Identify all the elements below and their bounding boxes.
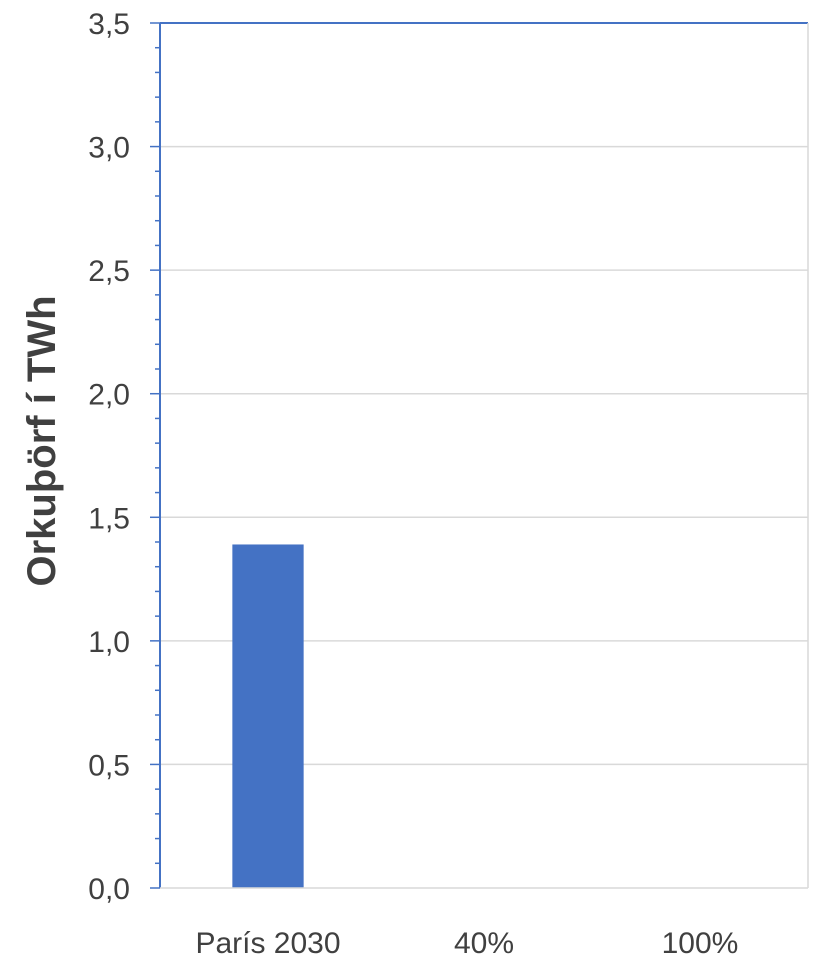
x-category-label: 40%: [454, 927, 514, 957]
y-tick-label: 1,5: [88, 502, 130, 535]
labels: 0,0 0,5 1,0 1,5 2,0 2,5 3,0 3,5 París 2030 40% 100…: [88, 8, 738, 957]
y-tick-label: 0,5: [88, 749, 130, 782]
y-tick-label: 1,0: [88, 626, 130, 659]
y-tick-label: 3,0: [88, 132, 130, 165]
bars: [232, 544, 304, 888]
y-axis-title: Orkuþörf í TWh: [20, 295, 64, 586]
x-category-label: París 2030: [195, 927, 340, 957]
y-tick-label: 2,0: [88, 379, 130, 412]
x-category-label: 100%: [662, 927, 739, 957]
y-tick-label: 3,5: [88, 8, 130, 41]
axes: [150, 22, 809, 889]
y-tick-label: 2,5: [88, 255, 130, 288]
bar: [232, 544, 304, 888]
y-tick-label: 0,0: [88, 873, 130, 906]
